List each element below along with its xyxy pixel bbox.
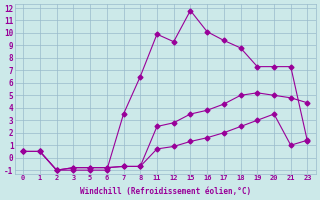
X-axis label: Windchill (Refroidissement éolien,°C): Windchill (Refroidissement éolien,°C): [80, 187, 251, 196]
